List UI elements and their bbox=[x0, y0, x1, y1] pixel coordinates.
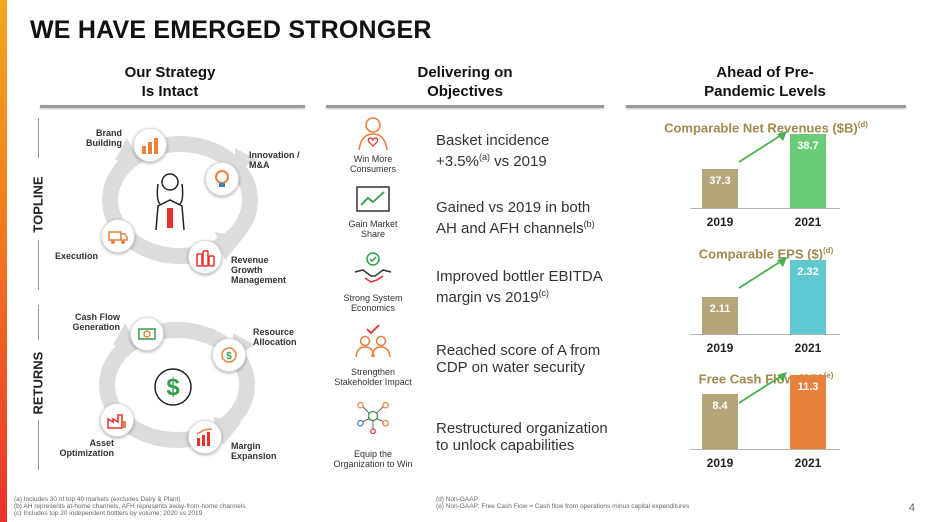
bar-2021-label: 11.3 bbox=[797, 381, 819, 393]
svg-text:$: $ bbox=[166, 374, 180, 401]
system-economics-caption: Strong System Economics bbox=[343, 293, 403, 313]
bar-2019 bbox=[702, 169, 738, 208]
bar-2021-label: 2.32 bbox=[797, 266, 819, 278]
footnotes-left: (a) Includes 30 of top 40 markets (exclu… bbox=[14, 496, 246, 517]
bar-2021 bbox=[790, 260, 826, 334]
cash-icon bbox=[138, 328, 156, 340]
bar-2019-label: 37.3 bbox=[709, 175, 731, 187]
year-2019: 2019 bbox=[706, 215, 734, 229]
page-number: 4 bbox=[908, 502, 915, 514]
year-2019: 2019 bbox=[706, 341, 734, 355]
prepandemic-header-rule bbox=[626, 105, 906, 108]
stakeholder-impact-caption: Strengthen Stakeholder Impact bbox=[334, 367, 412, 387]
win-consumers-icon bbox=[358, 117, 388, 151]
equip-organization-text: Restructured organization to unlock capa… bbox=[436, 420, 608, 454]
market-share-icon bbox=[356, 186, 390, 212]
handshake-icon bbox=[354, 252, 392, 283]
bar-2021-label: 38.7 bbox=[797, 140, 819, 152]
execution-label: Execution bbox=[55, 251, 99, 261]
resource-allocation-node: $ bbox=[212, 338, 246, 372]
growth-arrow-icon bbox=[738, 131, 787, 163]
growth-arrow-icon bbox=[738, 257, 787, 289]
topline-label: TOPLINE bbox=[30, 176, 46, 233]
bar-2019-label: 8.4 bbox=[712, 400, 728, 412]
revenue-growth-label: Revenue Growth Management bbox=[231, 255, 287, 285]
margin-expansion-node bbox=[188, 420, 222, 454]
bar-2019 bbox=[702, 297, 738, 334]
topline-cycle-arrows bbox=[102, 136, 258, 264]
returns-divider bbox=[38, 305, 39, 340]
market-share-text: Gained vs 2019 in both AH and AFH channe… bbox=[436, 199, 595, 237]
topline-divider-lower bbox=[38, 240, 39, 290]
brand-building-node bbox=[133, 128, 167, 162]
stakeholders-icon bbox=[355, 324, 391, 358]
bar-2021 bbox=[790, 134, 826, 208]
market-share-caption: Gain Market Share bbox=[348, 219, 398, 239]
chart-title: Comparable Net Revenues ($B)(d) bbox=[664, 120, 868, 136]
year-2021: 2021 bbox=[794, 456, 822, 470]
returns-label: RETURNS bbox=[30, 351, 46, 415]
returns-divider-lower bbox=[38, 420, 39, 470]
margin-expansion-label: Margin Expansion bbox=[231, 441, 277, 461]
objectives-header: Delivering on Objectives bbox=[417, 64, 513, 100]
objectives-header-rule bbox=[326, 105, 604, 108]
innovation-node bbox=[205, 162, 239, 196]
svg-text:$: $ bbox=[226, 351, 232, 362]
person-icon bbox=[155, 173, 185, 231]
growth-arrow-icon bbox=[738, 372, 787, 404]
cash-flow-label: Cash Flow Generation bbox=[72, 312, 120, 332]
strategy-header-rule bbox=[40, 105, 305, 108]
chart-baseline bbox=[690, 449, 840, 450]
win-consumers-caption: Win More Consumers bbox=[349, 154, 396, 174]
asset-optimization-label: Asset Optimization bbox=[59, 438, 115, 458]
cash-flow-node bbox=[130, 317, 164, 351]
equip-organization-caption: Equip the Organization to Win bbox=[333, 449, 413, 469]
chart-baseline bbox=[690, 208, 840, 209]
bottles-icon bbox=[196, 250, 215, 267]
resource-allocation-label: Resource Allocation bbox=[253, 327, 297, 347]
revenue-growth-node bbox=[188, 240, 222, 274]
year-2021: 2021 bbox=[794, 341, 822, 355]
prepandemic-header: Ahead of Pre- Pandemic Levels bbox=[704, 64, 826, 100]
lightbulb-icon bbox=[215, 170, 229, 187]
coins-icon: $ bbox=[221, 347, 237, 363]
execution-node bbox=[101, 219, 135, 253]
year-2021: 2021 bbox=[794, 215, 822, 229]
chart-title: Comparable EPS ($)(d) bbox=[698, 246, 834, 262]
bar-2021 bbox=[790, 375, 826, 449]
bar-2019-label: 2.11 bbox=[709, 303, 731, 315]
bar-2019 bbox=[702, 394, 738, 449]
bar-chart-icon bbox=[142, 138, 158, 154]
innovation-label: Innovation / M&A bbox=[249, 150, 300, 170]
year-2019: 2019 bbox=[706, 456, 734, 470]
network-icon bbox=[357, 401, 389, 434]
system-economics-text: Improved bottler EBITDA margin vs 2019(c… bbox=[436, 268, 603, 306]
topline-divider bbox=[38, 118, 39, 158]
strategy-header: Our Strategy Is Intact bbox=[124, 64, 216, 100]
page-title: WE HAVE EMERGED STRONGER bbox=[30, 16, 432, 44]
brand-building-label: Brand Building bbox=[86, 128, 122, 148]
dollar-icon: $ bbox=[154, 368, 192, 406]
accent-bar bbox=[0, 0, 7, 522]
win-consumers-text: Basket incidence +3.5%(a) vs 2019 bbox=[436, 132, 550, 170]
chart-baseline bbox=[690, 334, 840, 335]
factory-icon bbox=[107, 414, 126, 429]
asset-optimization-node bbox=[100, 403, 134, 437]
footnotes-right: (d) Non-GAAP (e) Non-GAAP; Free Cash Flo… bbox=[436, 496, 690, 510]
stakeholder-impact-text: Reached score of A from CDP on water sec… bbox=[436, 342, 601, 376]
growth-bars-icon bbox=[196, 428, 213, 446]
truck-icon bbox=[108, 231, 128, 244]
